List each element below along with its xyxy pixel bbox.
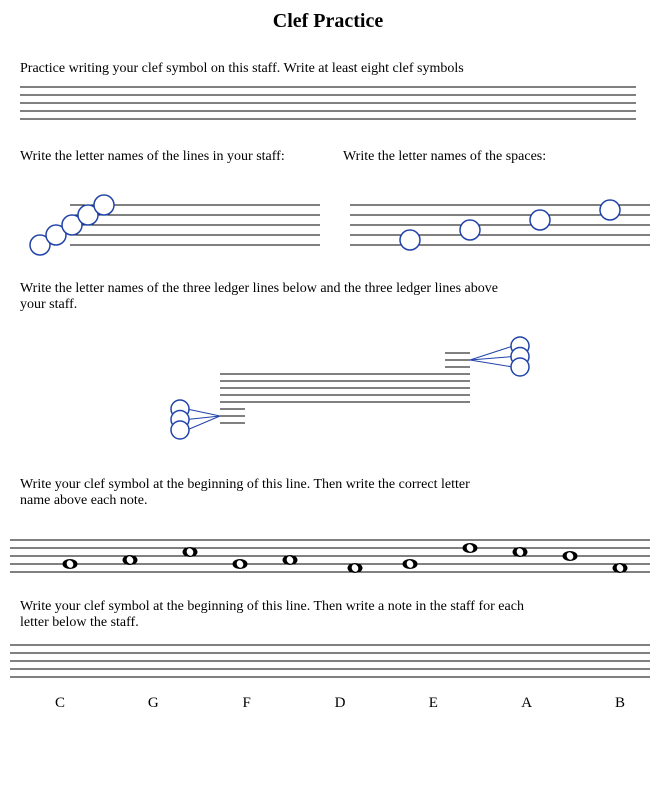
- staff-identify-notes: [10, 515, 650, 585]
- worksheet-page: Clef Practice Practice writing your clef…: [0, 0, 656, 727]
- svg-text:B: B: [615, 695, 625, 711]
- staff-practice: [20, 83, 636, 123]
- svg-text:A: A: [521, 695, 532, 711]
- svg-text:C: C: [55, 695, 65, 711]
- letter-row: CGFDEAB: [10, 687, 650, 717]
- svg-text:F: F: [242, 695, 250, 711]
- staff-ledger-exercise: [20, 319, 636, 469]
- page-title: Clef Practice: [20, 10, 636, 33]
- instruction-ledger: Write the letter names of the three ledg…: [20, 281, 500, 313]
- svg-text:G: G: [148, 695, 159, 711]
- instruction-clef-notes: Write your clef symbol at the beginning …: [20, 477, 500, 509]
- staff-spaces-exercise: [350, 177, 650, 267]
- staff-write-notes: [10, 637, 650, 687]
- instruction-clef-letters: Write your clef symbol at the beginning …: [20, 599, 540, 631]
- staff-lines-exercise: [20, 177, 320, 267]
- instruction-spaces: Write the letter names of the spaces:: [343, 149, 636, 165]
- instruction-lines: Write the letter names of the lines in y…: [20, 149, 313, 165]
- svg-text:E: E: [429, 695, 438, 711]
- instruction-practice: Practice writing your clef symbol on thi…: [20, 61, 636, 77]
- svg-text:D: D: [335, 695, 346, 711]
